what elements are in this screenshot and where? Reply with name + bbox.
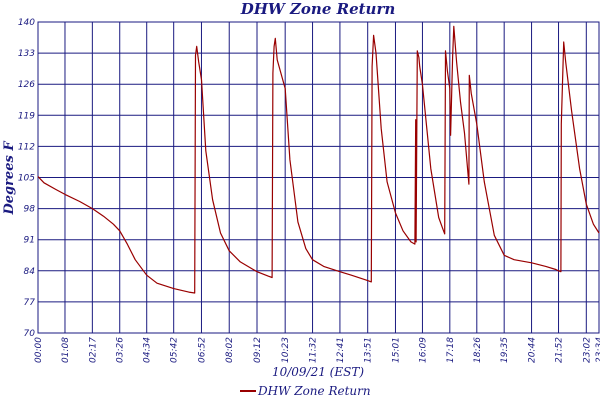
x-tick-label: 12:41 — [336, 337, 346, 363]
x-tick-label: 11:32 — [309, 337, 319, 363]
x-tick-label: 15:01 — [391, 337, 401, 363]
y-tick-label: 84 — [24, 267, 36, 277]
x-tick-label: 03:26 — [116, 337, 126, 363]
y-tick-label: 112 — [18, 142, 35, 152]
x-tick-label: 10:23 — [281, 337, 291, 363]
x-tick-label: 17:18 — [446, 337, 456, 363]
x-tick-label: 08:02 — [225, 337, 235, 363]
x-axis-ticks: 00:00 01:08 02:17 03:26 04:34 05:42 06:52 08:02… — [34, 337, 600, 363]
x-tick-label: 16:09 — [418, 337, 428, 363]
x-tick-label: 01:08 — [61, 337, 71, 363]
y-tick-label: 119 — [18, 111, 35, 121]
x-tick-label: 05:42 — [170, 337, 180, 363]
chart-title: DHW Zone Return — [240, 0, 396, 18]
gridlines — [37, 21, 599, 334]
x-axis-label: 10/09/21 (EST) — [272, 365, 364, 379]
x-tick-label: 13:51 — [364, 337, 374, 363]
series-line-0 — [37, 25, 600, 294]
x-tick-label: 18:26 — [473, 337, 483, 363]
x-tick-label: 20:44 — [528, 337, 538, 363]
y-tick-label: 105 — [18, 174, 35, 184]
x-tick-label: 09:12 — [253, 337, 263, 363]
series-lines — [37, 25, 600, 294]
x-tick-label: 02:17 — [88, 337, 98, 363]
x-tick-label: 23:34 — [595, 337, 600, 363]
y-tick-label: 133 — [18, 49, 35, 59]
x-tick-label: 00:00 — [34, 337, 44, 363]
x-tick-label: 23:02 — [582, 337, 592, 363]
x-tick-label: 04:34 — [143, 337, 153, 363]
y-axis-ticks: 70 77 84 91 98 105 112 119 126 133 140 — [18, 18, 35, 339]
y-tick-label: 126 — [18, 80, 35, 90]
y-axis-label: Degrees F — [2, 141, 17, 216]
y-tick-label: 140 — [18, 18, 35, 28]
x-tick-label: 21:52 — [555, 337, 565, 363]
legend-label: DHW Zone Return — [257, 384, 371, 398]
y-tick-label: 77 — [24, 298, 36, 308]
y-tick-label: 98 — [24, 205, 36, 215]
legend: DHW Zone Return — [240, 384, 371, 398]
y-tick-label: 91 — [24, 236, 35, 246]
x-tick-label: 06:52 — [197, 337, 207, 363]
x-tick-label: 19:35 — [500, 337, 510, 363]
y-tick-label: 70 — [24, 329, 36, 339]
